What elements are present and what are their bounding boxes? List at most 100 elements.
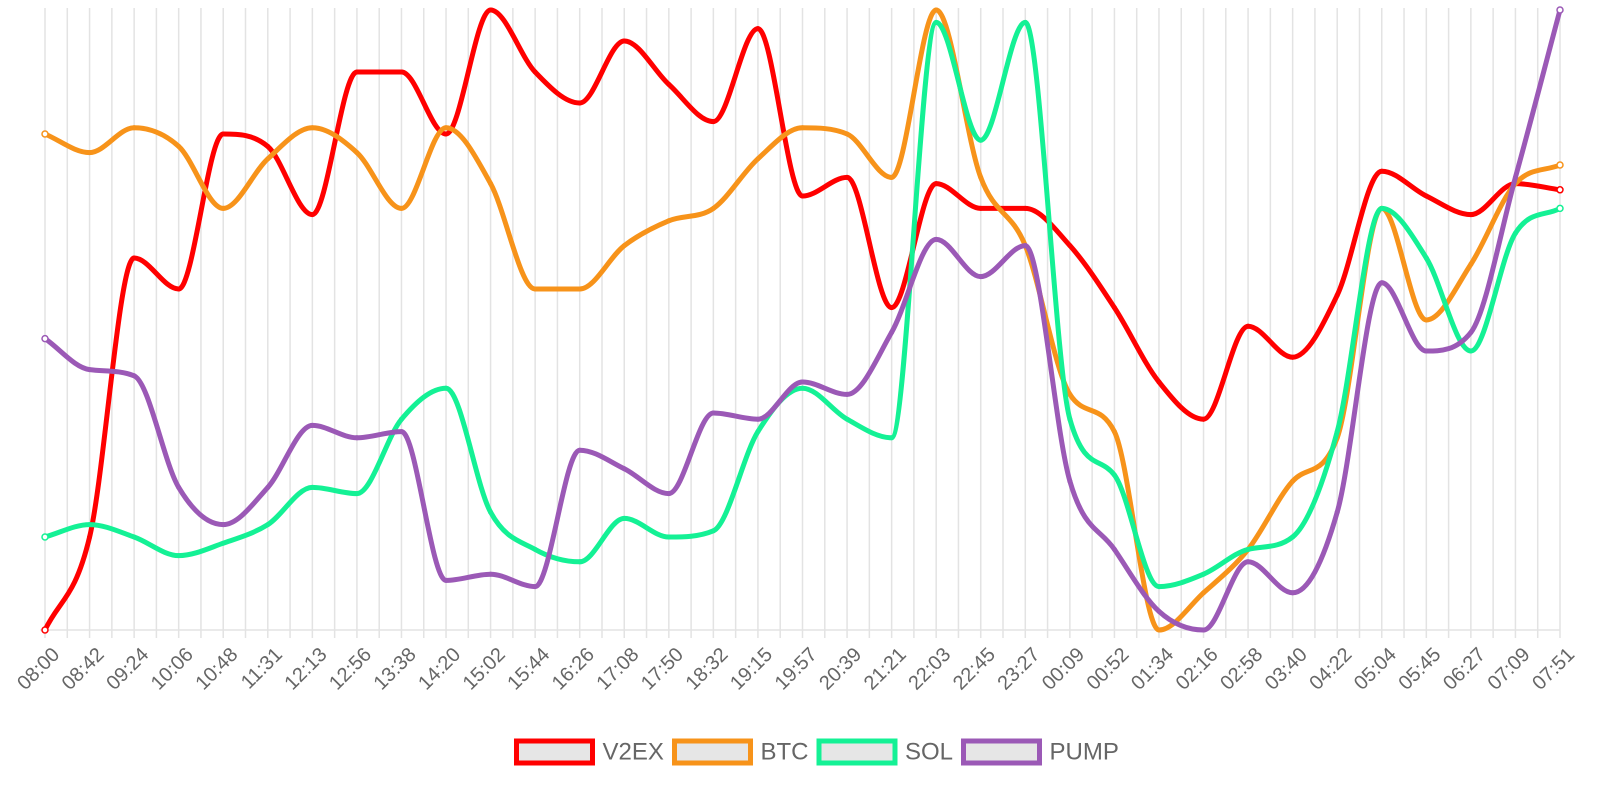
data-point-pump <box>1512 174 1518 180</box>
data-point-v2ex <box>577 100 583 106</box>
x-tick-label: 11:31 <box>237 644 287 694</box>
data-point-v2ex <box>131 255 137 261</box>
data-point-sol <box>978 137 984 143</box>
x-tick-label: 19:57 <box>771 644 822 695</box>
x-tick-label: 17:08 <box>592 644 643 695</box>
x-tick-label: 05:45 <box>1395 644 1446 695</box>
data-point-sol <box>755 429 761 435</box>
data-point-pump <box>87 367 93 373</box>
x-tick-label: 21:21 <box>860 644 911 695</box>
x-tick-label: 20:39 <box>815 644 866 695</box>
data-point-sol <box>1245 546 1251 552</box>
data-point-pump <box>354 435 360 441</box>
data-point-sol <box>1556 204 1564 213</box>
x-tick-label: 23:27 <box>993 644 1044 695</box>
data-point-btc <box>176 143 182 149</box>
data-point-v2ex <box>220 131 226 137</box>
data-point-btc <box>1290 478 1296 484</box>
data-point-sol <box>1468 348 1474 354</box>
legend-item-v2ex[interactable]: V2EX <box>514 738 664 766</box>
data-point-btc <box>800 125 805 131</box>
data-point-v2ex <box>1111 305 1117 311</box>
legend-swatch-sol <box>816 738 898 766</box>
x-tick-label: 00:09 <box>1038 644 1089 695</box>
data-point-btc <box>87 150 93 156</box>
data-point-btc <box>398 205 404 211</box>
data-point-sol <box>41 533 49 541</box>
data-point-sol <box>87 522 93 528</box>
data-point-pump <box>844 391 850 397</box>
data-point-v2ex <box>621 38 627 44</box>
x-tick-label: 15:02 <box>459 644 510 695</box>
data-point-v2ex <box>844 174 850 180</box>
data-point-btc <box>131 125 137 131</box>
series-v2ex <box>41 7 1564 634</box>
x-tick-label: 15:44 <box>503 644 554 695</box>
x-tick-label: 13:38 <box>370 644 421 695</box>
data-point-sol <box>309 484 315 490</box>
data-point-pump <box>220 522 226 528</box>
data-point-btc <box>354 150 360 156</box>
x-tick-label: 02:16 <box>1172 644 1223 695</box>
x-tick-label: 18:32 <box>682 644 733 695</box>
legend[interactable]: V2EX BTC SOL PUMP <box>514 738 1119 766</box>
data-point-btc <box>1156 627 1162 633</box>
data-point-v2ex <box>933 181 939 187</box>
data-point-sol <box>1067 416 1073 422</box>
data-point-v2ex <box>1290 354 1296 360</box>
data-point-v2ex <box>1334 292 1340 298</box>
data-point-btc <box>532 286 538 292</box>
data-point-pump <box>1022 243 1028 249</box>
x-tick-label: 03:40 <box>1261 644 1312 695</box>
data-point-pump <box>933 236 939 242</box>
data-point-sol <box>666 534 672 540</box>
data-point-v2ex <box>1201 416 1207 422</box>
data-point-pump <box>176 484 182 490</box>
x-tick-label: 08:42 <box>58 644 109 695</box>
x-tick-label: 10:06 <box>147 644 198 695</box>
data-point-btc <box>1111 429 1117 435</box>
data-point-sol <box>621 515 627 521</box>
data-point-pump <box>309 422 315 428</box>
data-point-pump <box>1111 546 1117 552</box>
data-point-pump <box>1201 627 1207 633</box>
data-point-v2ex <box>87 534 93 540</box>
series-line-sol <box>42 19 1563 590</box>
data-point-v2ex <box>710 119 716 125</box>
legend-swatch-btc <box>672 738 753 766</box>
data-point-pump <box>1290 590 1296 596</box>
x-tick-label: 07:51 <box>1528 644 1579 695</box>
data-point-pump <box>41 334 49 343</box>
data-point-sol <box>1423 255 1429 261</box>
data-point-btc <box>488 181 494 187</box>
x-tick-label: 09:24 <box>102 644 153 695</box>
data-point-btc <box>577 286 583 292</box>
data-point-pump <box>1156 608 1162 614</box>
data-point-pump <box>443 577 449 583</box>
data-point-btc <box>309 125 315 131</box>
data-point-sol <box>1022 19 1028 25</box>
data-point-pump <box>577 447 583 453</box>
data-point-pump <box>1468 329 1474 335</box>
x-tick-label: 00:52 <box>1083 644 1134 695</box>
grid <box>40 8 1561 638</box>
legend-label-btc: BTC <box>761 738 809 765</box>
data-point-pump <box>978 274 984 280</box>
data-point-v2ex <box>1423 193 1429 199</box>
legend-swatch-pump <box>961 738 1042 766</box>
data-point-sol <box>265 522 271 528</box>
legend-item-pump[interactable]: PUMP <box>961 738 1119 766</box>
data-point-v2ex <box>488 7 494 13</box>
legend-item-sol[interactable]: SOL <box>816 738 953 766</box>
series-lines <box>41 6 1564 634</box>
data-point-sol <box>354 491 360 497</box>
data-point-btc <box>1201 590 1207 596</box>
data-point-sol <box>1379 205 1385 211</box>
data-point-btc <box>265 156 271 162</box>
x-tick-label: 14:20 <box>414 644 465 695</box>
legend-item-btc[interactable]: BTC <box>672 738 809 766</box>
data-point-btc <box>755 156 761 162</box>
x-tick-label: 22:03 <box>904 644 955 695</box>
legend-label-v2ex: V2EX <box>603 738 664 765</box>
data-point-pump <box>889 329 895 335</box>
